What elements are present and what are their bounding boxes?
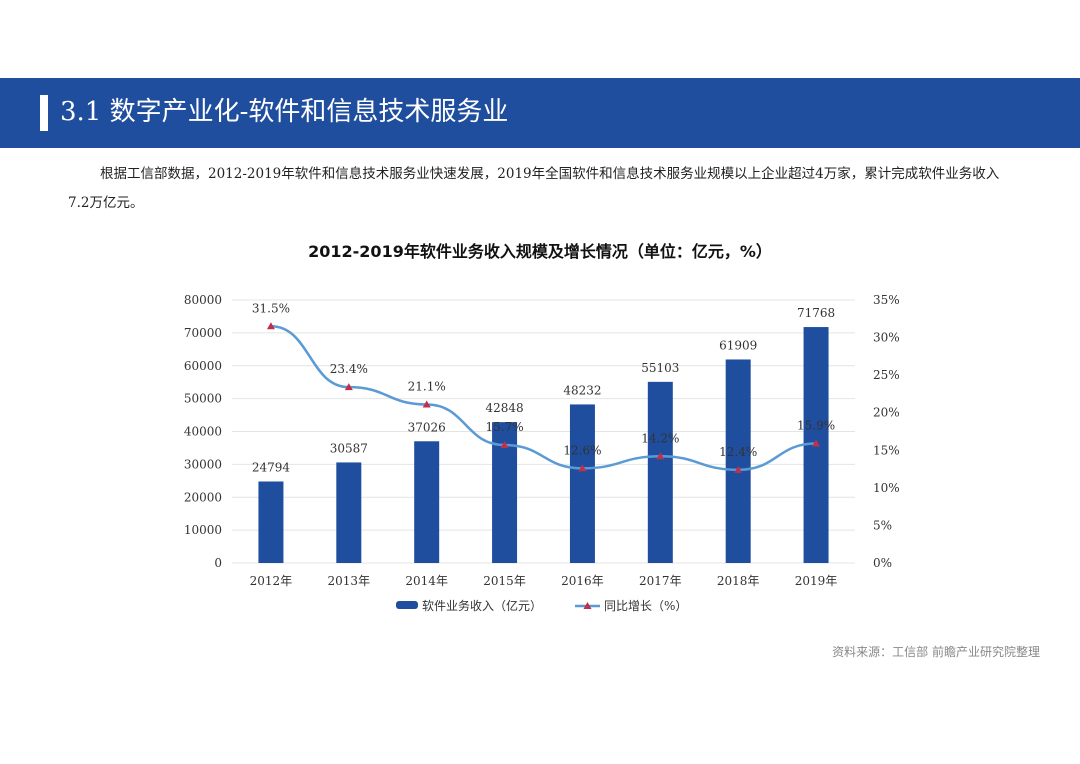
right-tick-label: 5%: [873, 518, 892, 532]
bar-data-label: 48232: [563, 383, 601, 397]
left-tick-label: 40000: [184, 425, 222, 439]
chart-title: 2012-2019年软件业务收入规模及增长情况（单位：亿元，%）: [308, 242, 772, 261]
x-tick-label: 2012年: [250, 574, 293, 588]
growth-marker: [734, 465, 743, 473]
growth-marker: [266, 322, 275, 330]
section-banner: 3.1 数字产业化-软件和信息技术服务业: [0, 78, 1080, 148]
legend-line-label: 同比增长（%）: [604, 599, 687, 613]
right-tick-label: 30%: [873, 331, 900, 345]
left-tick-label: 80000: [184, 293, 222, 307]
bar-data-label: 37026: [408, 420, 446, 434]
growth-data-label: 23.4%: [330, 362, 368, 376]
x-tick-label: 2014年: [405, 574, 448, 588]
growth-data-label: 12.4%: [719, 445, 757, 459]
left-tick-label: 20000: [184, 490, 222, 504]
bar: [569, 404, 595, 563]
growth-marker: [500, 441, 509, 449]
right-tick-label: 0%: [873, 556, 892, 570]
right-tick-label: 25%: [873, 368, 900, 382]
bar: [258, 481, 284, 563]
banner-accent-bar: [40, 95, 48, 131]
x-tick-label: 2019年: [795, 574, 838, 588]
bar-data-label: 42848: [485, 401, 523, 415]
right-tick-label: 20%: [873, 406, 900, 420]
bar: [647, 381, 673, 563]
left-tick-label: 30000: [184, 457, 222, 471]
growth-data-label: 12.6%: [563, 443, 601, 457]
right-tick-label: 35%: [873, 293, 900, 307]
x-tick-label: 2015年: [483, 574, 526, 588]
legend-bar-swatch: [396, 601, 418, 609]
section-title: 3.1 数字产业化-软件和信息技术服务业: [60, 97, 509, 127]
growth-marker: [812, 439, 821, 447]
growth-data-label: 14.2%: [641, 431, 679, 445]
intro-paragraph: 根据工信部数据，2012-2019年软件和信息技术服务业快速发展，2019年全国…: [68, 166, 1000, 211]
bar-data-label: 24794: [252, 460, 291, 474]
bar: [336, 462, 362, 563]
growth-marker: [656, 452, 665, 460]
bar: [725, 359, 751, 563]
bar-data-label: 30587: [330, 441, 368, 455]
left-tick-label: 10000: [184, 523, 222, 537]
growth-marker: [422, 400, 431, 408]
left-tick-label: 60000: [184, 359, 222, 373]
x-tick-label: 2017年: [639, 574, 682, 588]
legend-line-marker: [583, 602, 592, 609]
left-tick-label: 70000: [184, 326, 222, 340]
bar-data-label: 55103: [641, 361, 679, 375]
left-tick-label: 50000: [184, 392, 222, 406]
growth-data-label: 15.7%: [486, 420, 524, 434]
growth-marker: [344, 383, 353, 391]
right-tick-label: 15%: [873, 443, 900, 457]
x-tick-label: 2013年: [328, 574, 371, 588]
x-tick-label: 2016年: [561, 574, 604, 588]
bar-data-label: 71768: [797, 306, 835, 320]
legend-bar-label: 软件业务收入（亿元）: [422, 598, 542, 613]
right-tick-label: 10%: [873, 481, 900, 495]
x-tick-label: 2018年: [717, 574, 760, 588]
source-note: 资料来源：工信部 前瞻产业研究院整理: [832, 645, 1040, 659]
growth-marker: [578, 464, 587, 472]
growth-data-label: 15.9%: [797, 419, 835, 433]
left-tick-label: 0: [214, 556, 222, 570]
growth-data-label: 31.5%: [252, 301, 290, 315]
bar-data-label: 61909: [719, 338, 757, 352]
growth-data-label: 21.1%: [408, 379, 446, 393]
bar: [414, 441, 440, 563]
